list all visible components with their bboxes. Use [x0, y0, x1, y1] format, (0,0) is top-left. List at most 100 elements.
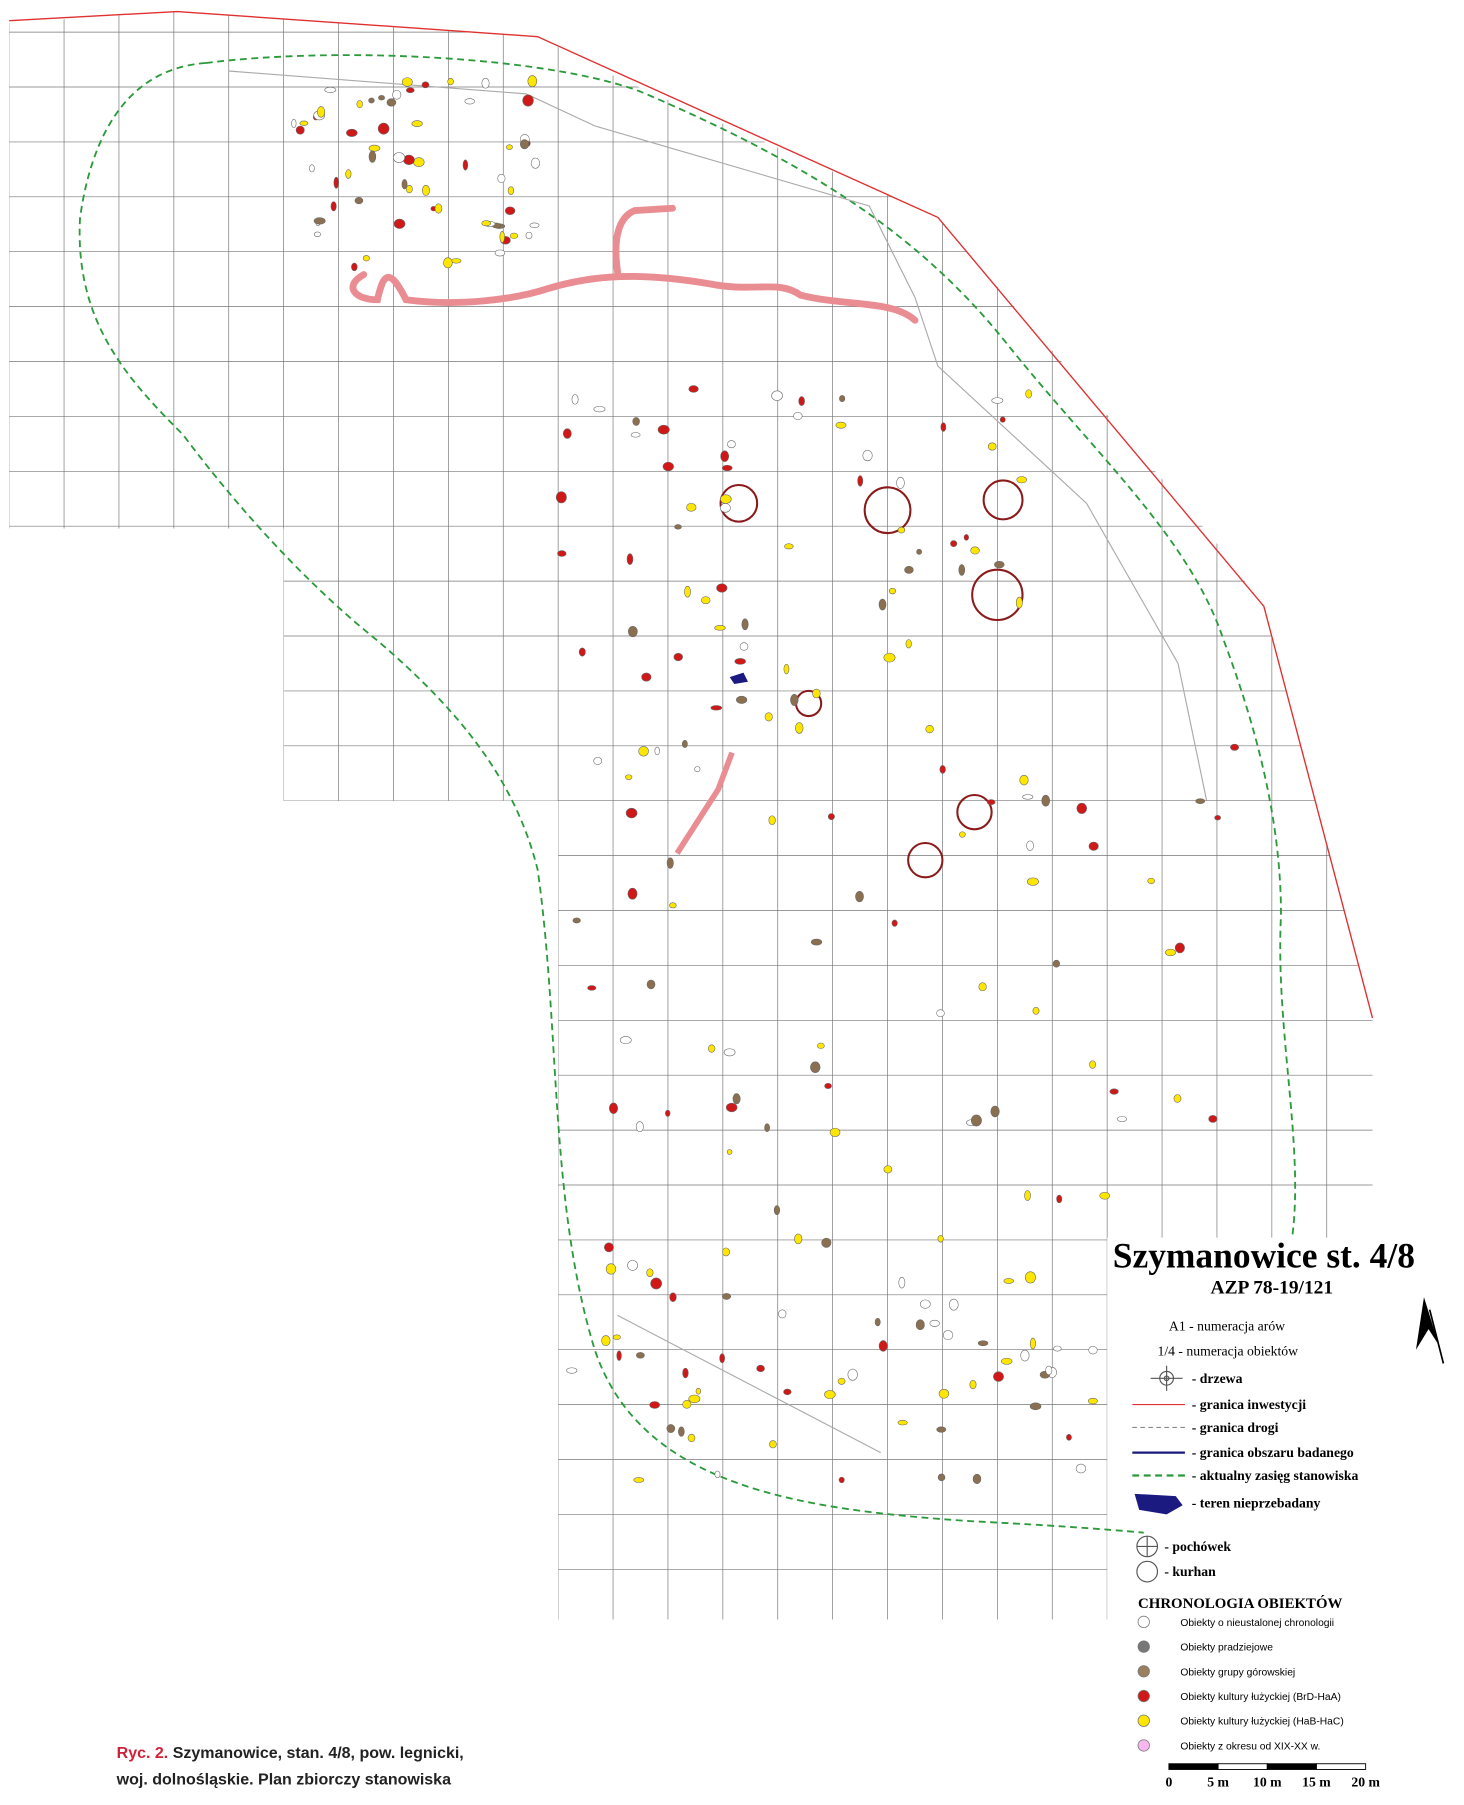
feature — [368, 150, 377, 163]
feature — [1174, 942, 1185, 954]
legend-label: - aktualny zasięg stanowiska — [1192, 1468, 1359, 1483]
legend-label: - pochówek — [1164, 1539, 1231, 1554]
legend-label: - drzewa — [1192, 1371, 1243, 1386]
feature — [734, 658, 746, 665]
feature — [682, 740, 688, 748]
feature — [619, 1036, 632, 1045]
feature — [1052, 959, 1060, 968]
feature — [736, 695, 748, 704]
feature — [392, 89, 402, 100]
feature — [497, 173, 506, 183]
trench — [674, 751, 735, 855]
feature — [309, 164, 315, 173]
feature — [925, 725, 934, 734]
feature — [393, 152, 406, 163]
feature — [829, 1127, 841, 1137]
feature — [421, 81, 430, 89]
legend-swatch — [1137, 1739, 1150, 1752]
feature — [739, 642, 749, 651]
feature — [386, 98, 397, 107]
feature — [401, 77, 413, 87]
feature — [557, 550, 567, 557]
feature — [646, 979, 656, 990]
feature — [1089, 1060, 1096, 1069]
caption: Ryc. 2. Szymanowice, stan. 4/8, pow. leg… — [117, 1745, 464, 1762]
feature — [625, 807, 638, 819]
feature — [990, 1105, 1000, 1118]
feature — [778, 1309, 787, 1319]
feature — [630, 432, 641, 438]
feature — [601, 1335, 611, 1347]
feature — [403, 154, 415, 165]
legend-label: - granica inwestycji — [1192, 1397, 1306, 1412]
legend-swatch — [1137, 1640, 1150, 1653]
feature — [507, 186, 515, 195]
barrows — [719, 479, 1024, 879]
feature — [710, 705, 723, 711]
feature — [1001, 1357, 1013, 1365]
feature — [837, 1377, 846, 1385]
feature — [855, 890, 864, 903]
feature — [993, 1371, 1004, 1382]
feature — [555, 491, 567, 504]
feature — [401, 179, 408, 190]
feature — [345, 169, 352, 179]
feature — [798, 396, 805, 406]
feature — [897, 1420, 908, 1426]
feature — [525, 231, 533, 240]
legend-label: - granica obszaru badanego — [1192, 1445, 1354, 1460]
feature — [682, 1367, 689, 1379]
feature — [874, 1318, 881, 1327]
feature — [769, 1440, 777, 1449]
grid — [9, 11, 1373, 1620]
feature — [324, 86, 337, 93]
feature — [970, 546, 980, 555]
feature — [451, 258, 462, 264]
feature — [721, 1293, 732, 1300]
feature — [362, 255, 370, 262]
feature — [725, 1102, 738, 1113]
feature — [862, 449, 873, 462]
feature — [1173, 1094, 1182, 1103]
features — [291, 75, 1239, 1484]
feature — [721, 464, 733, 472]
feature — [481, 77, 490, 89]
feature — [720, 494, 732, 504]
scale-label: 10 m — [1253, 1775, 1282, 1790]
feature — [411, 120, 423, 127]
feature — [714, 625, 726, 631]
feature — [1024, 1190, 1031, 1201]
chronology-list: Obiekty o nieustalonej chronologii Obiekt… — [1137, 1615, 1344, 1752]
feature — [708, 1044, 716, 1053]
feature — [609, 1102, 618, 1114]
feature — [666, 1424, 676, 1433]
map-subtitle: AZP 78-19/121 — [1211, 1278, 1334, 1299]
feature — [937, 1473, 946, 1482]
feature — [1088, 841, 1099, 851]
scale-label: 15 m — [1302, 1775, 1331, 1790]
unexplored-area — [729, 672, 749, 685]
feature — [333, 176, 339, 189]
feature — [773, 1205, 781, 1216]
feature — [351, 262, 358, 272]
feature — [1147, 877, 1155, 884]
feature — [687, 1433, 696, 1443]
feature — [678, 1426, 685, 1437]
scale-segment — [1315, 1763, 1367, 1770]
feature — [790, 694, 799, 706]
feature — [838, 1476, 845, 1484]
feature — [942, 1330, 954, 1341]
feature — [1109, 1088, 1119, 1095]
feature — [794, 1233, 803, 1245]
feature — [317, 106, 326, 118]
feature — [1045, 1365, 1053, 1376]
feature — [529, 222, 540, 228]
feature — [916, 548, 922, 555]
feature — [821, 1237, 832, 1248]
feature — [572, 917, 581, 924]
feature — [499, 230, 505, 243]
feature — [571, 394, 579, 405]
feature — [527, 75, 538, 88]
